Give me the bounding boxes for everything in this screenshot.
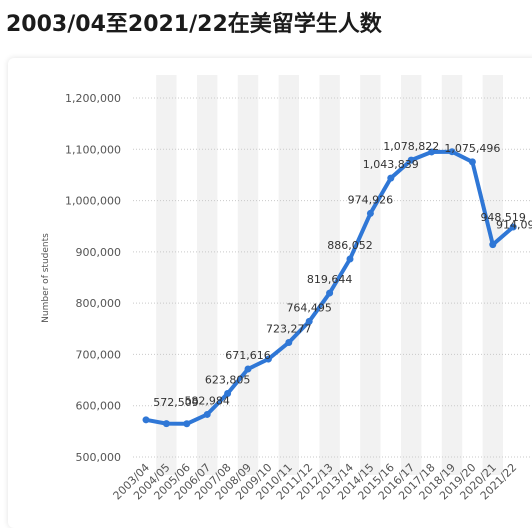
data-point	[203, 410, 211, 418]
y-tick-label: 1,200,000	[65, 92, 121, 105]
data-label: 671,616	[225, 349, 271, 362]
data-point	[346, 255, 354, 263]
x-axis-ticks: 2003/042004/052005/062006/072007/082008/…	[111, 461, 520, 503]
data-label: 886,052	[327, 239, 373, 252]
data-point	[468, 158, 476, 166]
data-label: 764,495	[286, 301, 332, 314]
data-point	[142, 416, 150, 424]
data-point	[162, 420, 170, 428]
data-point	[264, 355, 272, 363]
y-tick-label: 600,000	[76, 400, 122, 413]
data-point	[387, 174, 395, 182]
data-label: 723,277	[266, 322, 312, 335]
band	[237, 75, 259, 475]
data-label: 948,519	[480, 211, 526, 224]
data-point	[407, 156, 415, 164]
data-label: 974,926	[348, 193, 394, 206]
band	[156, 75, 177, 475]
data-point	[366, 209, 374, 217]
data-label: 1,043,839	[363, 158, 419, 171]
y-tick-label: 700,000	[76, 348, 122, 361]
data-point	[448, 148, 456, 156]
data-point	[509, 223, 517, 231]
data-label: 582,984	[184, 394, 230, 407]
data-label: 572,509	[153, 396, 199, 409]
data-point	[244, 365, 252, 373]
data-point	[224, 390, 232, 398]
gridlines	[133, 97, 532, 458]
data-point	[326, 289, 334, 297]
data-point	[183, 420, 191, 428]
band	[401, 75, 422, 475]
y-axis-label: Number of students	[41, 233, 51, 323]
band	[278, 75, 299, 475]
data-label: 1,075,496	[444, 142, 500, 155]
data-points	[142, 148, 517, 428]
data-point	[285, 338, 293, 346]
data-point	[305, 317, 313, 325]
y-tick-label: 500,000	[76, 451, 122, 464]
data-label: 1,078,822	[383, 140, 439, 153]
band	[482, 75, 503, 475]
y-tick-label: 800,000	[76, 297, 122, 310]
page-title: 2003/04至2021/22在美留学生人数	[6, 12, 382, 37]
band	[441, 75, 463, 475]
alternating-bands	[156, 75, 503, 475]
y-tick-label: 1,100,000	[65, 143, 121, 156]
band	[360, 75, 381, 475]
data-point	[428, 148, 436, 156]
band	[197, 75, 218, 475]
data-label: 819,644	[307, 273, 353, 286]
data-point	[489, 241, 497, 249]
data-label: 623,805	[205, 374, 251, 387]
y-tick-label: 900,000	[76, 246, 122, 259]
band	[319, 75, 340, 475]
data-label: 914,095	[496, 219, 532, 232]
y-tick-label: 1,000,000	[65, 195, 121, 208]
y-axis-ticks: 1,200,000 1,100,000 1,000,000 900,000 800,00…	[65, 92, 121, 464]
